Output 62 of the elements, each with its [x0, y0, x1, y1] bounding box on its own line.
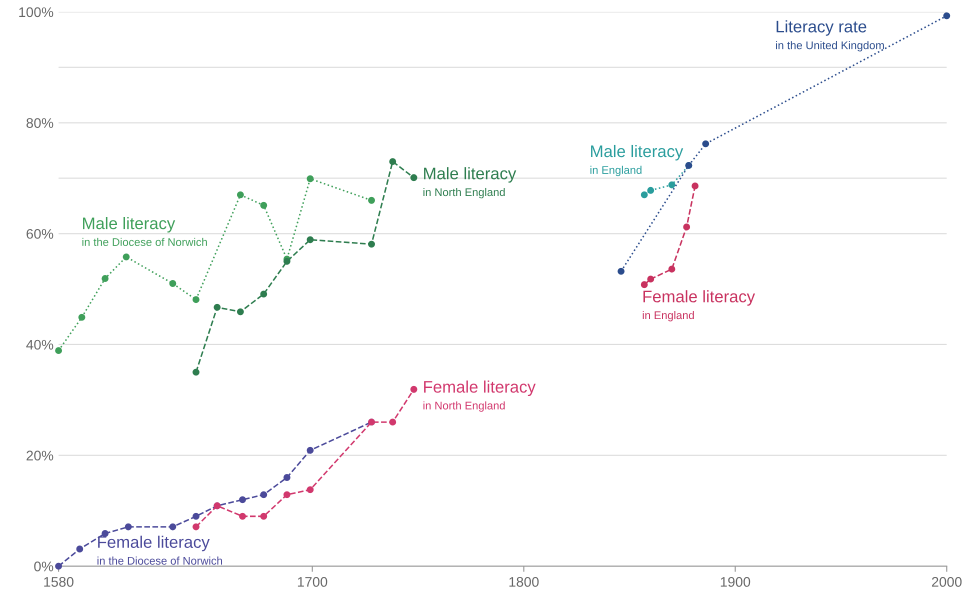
x-tick-label: 1580 [44, 576, 74, 587]
annotation: Female literacy in North England [423, 380, 536, 412]
x-tick-label: 1700 [298, 576, 328, 587]
point [306, 446, 314, 454]
point [192, 523, 200, 530]
y-tick-label: 60% [26, 228, 54, 239]
x-tick-label: 1800 [509, 576, 539, 587]
annotation: Literacy rate in the United Kingdom [776, 20, 884, 52]
point [368, 196, 376, 204]
point [306, 236, 314, 244]
point [78, 314, 86, 321]
point [192, 512, 200, 520]
point [618, 268, 625, 275]
y-tick-label: 20% [26, 450, 54, 461]
point [410, 386, 418, 393]
x-tick-label: 2000 [932, 576, 962, 587]
annotation: Female literacy in the Diocese of Norwich [97, 536, 222, 565]
annotation: Male literacy in the Diocese of Norwich [82, 217, 207, 246]
point [236, 308, 244, 316]
point [647, 276, 654, 283]
point [260, 202, 268, 209]
y-tick-label: 100% [19, 7, 54, 18]
point [169, 280, 176, 287]
point [214, 304, 221, 311]
point [192, 296, 200, 304]
point [260, 512, 268, 520]
point [692, 182, 699, 190]
point [192, 368, 200, 376]
point [683, 224, 690, 230]
point [306, 486, 314, 494]
point [368, 240, 376, 248]
point [410, 174, 418, 182]
point [702, 140, 710, 148]
point [239, 512, 246, 520]
annotation: Female literacy in England [642, 290, 756, 322]
point [102, 275, 109, 282]
point [389, 158, 396, 166]
y-tick-label: 0% [34, 562, 54, 572]
point [283, 491, 290, 498]
point [389, 418, 396, 426]
point [943, 12, 950, 20]
point [640, 281, 648, 288]
point [668, 266, 676, 273]
point [124, 523, 132, 530]
point [55, 347, 62, 354]
annotation: Male literacy in North England [423, 167, 516, 198]
point [122, 253, 130, 260]
point [640, 191, 648, 198]
point [236, 191, 244, 198]
annotation: Male literacy in England [590, 144, 684, 176]
point [169, 523, 176, 530]
point [76, 546, 84, 552]
point [306, 175, 314, 182]
point [260, 491, 268, 498]
y-tick-label: 80% [26, 118, 54, 128]
x-tick-label: 1900 [720, 576, 750, 587]
point [260, 290, 268, 298]
point [239, 496, 246, 504]
point [668, 181, 676, 188]
point [647, 186, 654, 194]
y-tick-label: 40% [26, 340, 54, 350]
point [283, 474, 290, 481]
